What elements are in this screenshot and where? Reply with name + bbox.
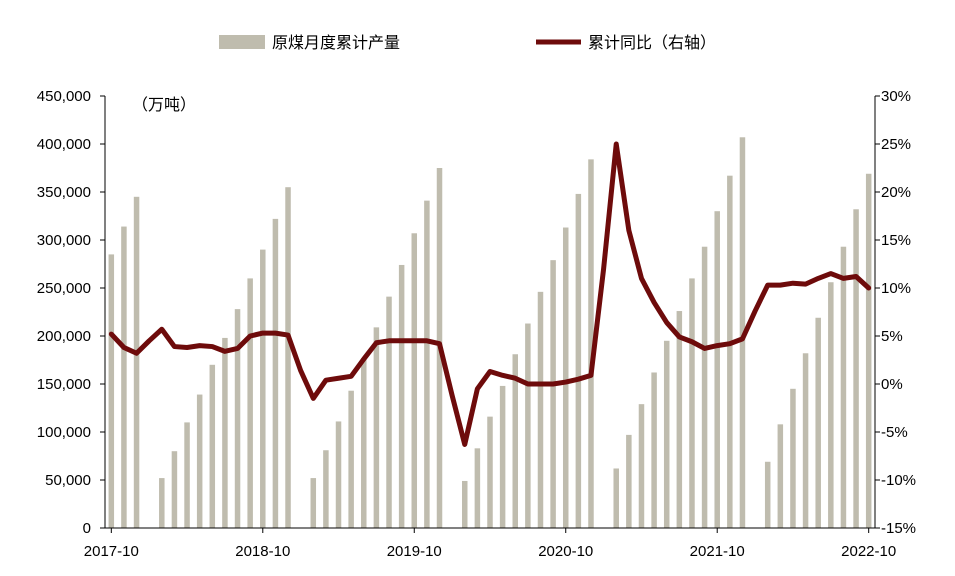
right-tick-label: 20%	[881, 184, 911, 201]
bar-2019-09	[398, 264, 405, 528]
bar-2021-03	[626, 434, 632, 528]
bar-2021-08	[689, 278, 695, 528]
line-series	[108, 141, 872, 447]
legend-bar-label: 原煤月度累计产量	[272, 33, 400, 52]
bar-2018-12	[285, 187, 291, 528]
bar-series	[108, 137, 872, 529]
bar-2019-07	[373, 327, 380, 528]
bar-2018-02	[159, 478, 165, 528]
left-axis-unit: （万吨）	[132, 95, 196, 114]
right-tick-label: -10%	[881, 472, 916, 489]
bar-2019-04	[335, 421, 342, 528]
bar-2021-10	[714, 211, 720, 528]
bar-2020-04	[487, 416, 493, 528]
bar-2020-02	[462, 480, 468, 528]
bar-2017-12	[133, 196, 140, 529]
bar-2022-08	[840, 246, 847, 528]
right-tick-label: -15%	[881, 520, 916, 537]
bar-2020-03	[474, 448, 481, 528]
right-tick-label: -5%	[881, 424, 908, 441]
bar-2019-02	[310, 478, 317, 528]
x-tick-label: 2019-10	[387, 543, 442, 560]
bar-2020-05	[499, 385, 506, 528]
bar-2018-09	[247, 278, 253, 528]
bar-2021-07	[676, 311, 683, 528]
bar-2020-12	[588, 159, 594, 529]
bar-2018-04	[184, 422, 190, 528]
left-tick-label: 300,000	[37, 232, 91, 249]
bar-2021-12	[739, 137, 746, 528]
legend: 原煤月度累计产量 累计同比（右轴）	[219, 33, 716, 52]
right-tick-label: 10%	[881, 280, 911, 297]
left-tick-label: 450,000	[37, 88, 91, 105]
bar-2018-06	[209, 364, 216, 528]
left-tick-label: 0	[83, 520, 91, 537]
bar-2021-05	[651, 372, 657, 528]
x-tick-label: 2018-10	[235, 543, 290, 560]
bar-2020-11	[575, 193, 582, 529]
yoy-line	[108, 141, 872, 447]
bar-2018-08	[234, 309, 241, 528]
bar-2021-04	[638, 404, 645, 528]
bar-2020-08	[537, 291, 544, 528]
x-tick-label: 2022-10	[841, 543, 896, 560]
right-tick-label: 0%	[881, 376, 903, 393]
right-tick-label: 25%	[881, 136, 911, 153]
bar-2018-03	[171, 451, 178, 528]
bar-2019-11	[424, 200, 430, 528]
bar-2022-05	[802, 353, 809, 528]
axes	[104, 96, 876, 529]
left-tick-label: 350,000	[37, 184, 91, 201]
bar-2021-02	[613, 468, 619, 528]
bar-2022-07	[828, 282, 834, 528]
left-axis-ticks: 0 50,000 100,000 150,000 200,000 250,000 300,0…	[37, 88, 105, 537]
bar-2018-11	[272, 218, 279, 528]
bar-2022-04	[790, 388, 796, 528]
x-tick-label: 2017-10	[84, 543, 139, 560]
bar-2022-10	[865, 173, 872, 528]
bar-2018-05	[196, 394, 203, 528]
bar-2019-06	[361, 358, 367, 528]
bar-2019-08	[386, 296, 392, 528]
left-tick-label: 100,000	[37, 424, 91, 441]
left-tick-label: 400,000	[37, 136, 91, 153]
bar-2019-03	[323, 450, 329, 528]
bar-2021-11	[727, 175, 733, 528]
bar-2021-09	[701, 246, 708, 528]
bar-2022-09	[853, 209, 859, 528]
bar-2020-07	[525, 323, 531, 528]
legend-line-label: 累计同比（右轴）	[588, 33, 716, 52]
x-tick-label: 2020-10	[538, 543, 593, 560]
bar-2020-09	[550, 260, 556, 528]
bar-2020-10	[562, 227, 569, 528]
bar-2017-10	[108, 254, 115, 528]
right-axis-ticks: -15% -10% -5% 0% 5% 10% 15% 20% 25% 30%	[875, 88, 916, 537]
x-tick-label: 2021-10	[690, 543, 745, 560]
bar-2021-06	[663, 340, 670, 528]
bar-2022-06	[815, 317, 821, 528]
bar-2017-11	[121, 226, 127, 528]
left-tick-label: 250,000	[37, 280, 91, 297]
left-tick-label: 150,000	[37, 376, 91, 393]
right-tick-label: 15%	[881, 232, 911, 249]
bar-2019-05	[348, 390, 354, 528]
right-tick-label: 5%	[881, 328, 903, 345]
bar-2022-02	[764, 461, 771, 528]
bar-2018-10	[260, 249, 266, 528]
legend-bar-swatch	[219, 35, 265, 49]
left-tick-label: 200,000	[37, 328, 91, 345]
x-axis-ticks: 2017-10 2018-10 2019-10 2020-10 2021-10 2022-…	[84, 528, 896, 560]
left-tick-label: 50,000	[45, 472, 91, 489]
bar-2020-06	[512, 354, 518, 528]
bar-2022-03	[777, 424, 784, 528]
bar-2018-07	[222, 337, 228, 528]
right-tick-label: 30%	[881, 88, 911, 105]
bar-2019-10	[411, 233, 418, 528]
